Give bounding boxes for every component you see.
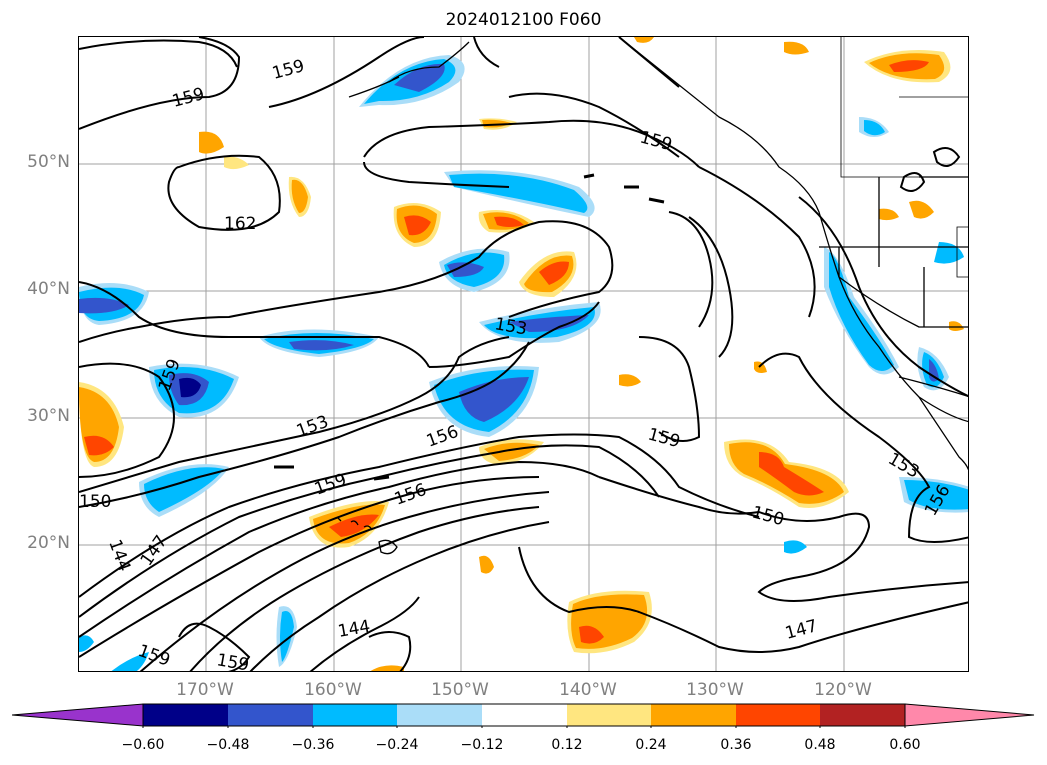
colorbar-segment	[397, 704, 482, 726]
colorbar-segment	[651, 704, 736, 726]
colorbar-segment	[313, 704, 397, 726]
colorbar-tick-label: 0.36	[720, 737, 752, 753]
colorbar-segment	[736, 704, 820, 726]
contour-label: 150	[79, 492, 111, 512]
colorbar-segment	[228, 704, 313, 726]
colorbar-segment	[482, 704, 567, 726]
contour-label: 159	[646, 425, 683, 453]
contour-label: 162	[224, 214, 256, 234]
map-canvas: 159 159 162 159 153 159 153 156 159 159 …	[79, 37, 968, 672]
contour-dashes	[274, 173, 665, 481]
colorbar-tick-label: −0.24	[375, 737, 419, 753]
lat-label-20n: 20°N	[27, 533, 70, 553]
graticule	[79, 37, 968, 671]
colorbar-tick-label: 0.48	[804, 737, 836, 753]
lon-label-130w: 130°W	[686, 680, 744, 700]
colorbar-tick-label: −0.12	[460, 737, 504, 753]
colorbar-tick-label: −0.36	[291, 737, 335, 753]
colorbar-segment	[12, 703, 144, 727]
contour-label: 153	[294, 412, 331, 442]
positive-anomaly-shading	[79, 37, 964, 671]
colorbar-tick-label: 0.24	[635, 737, 667, 753]
lat-label-40n: 40°N	[27, 279, 70, 299]
colorbar-tick-label: −0.60	[121, 737, 165, 753]
contour-label: 159	[312, 470, 349, 500]
negative-anomaly-shading	[79, 55, 968, 671]
contour-label: 144	[104, 537, 134, 574]
contour-label: 159	[215, 650, 250, 672]
contour-label: 159	[270, 56, 307, 84]
lon-label-120w: 120°W	[814, 680, 872, 700]
colorbar-tick-label: 0.12	[551, 737, 583, 753]
contour-label: 159	[170, 84, 207, 112]
height-contours	[79, 37, 968, 671]
colorbar-segment	[904, 703, 1035, 727]
contour-label: 156	[424, 422, 461, 452]
colorbar-segment	[143, 704, 228, 726]
contour-label: 147	[783, 616, 820, 644]
contour-labels: 159 159 162 159 153 159 153 156 159 159 …	[79, 56, 955, 672]
colorbar-outline	[142, 703, 906, 727]
lon-label-160w: 160°W	[304, 680, 362, 700]
colorbar	[12, 703, 1035, 728]
lon-label-170w: 170°W	[176, 680, 234, 700]
contour-label: 144	[336, 617, 371, 642]
colorbar-ticks	[142, 726, 906, 728]
lon-label-150w: 150°W	[431, 680, 489, 700]
colorbar-tick-label: 0.60	[889, 737, 921, 753]
contour-label: 150	[750, 503, 787, 531]
colorbar-segment	[820, 704, 905, 726]
map-panel: 159 159 162 159 153 159 153 156 159 159 …	[78, 36, 969, 672]
contour-label: 159	[638, 128, 675, 156]
colorbar-tick-label: −0.48	[206, 737, 250, 753]
map-title: 2024012100 F060	[445, 10, 602, 30]
lat-label-30n: 30°N	[27, 406, 70, 426]
lat-label-50n: 50°N	[27, 152, 70, 172]
lon-label-140w: 140°W	[559, 680, 617, 700]
border-lines	[840, 37, 968, 278]
coastline	[348, 37, 968, 471]
colorbar-segment	[567, 704, 651, 726]
